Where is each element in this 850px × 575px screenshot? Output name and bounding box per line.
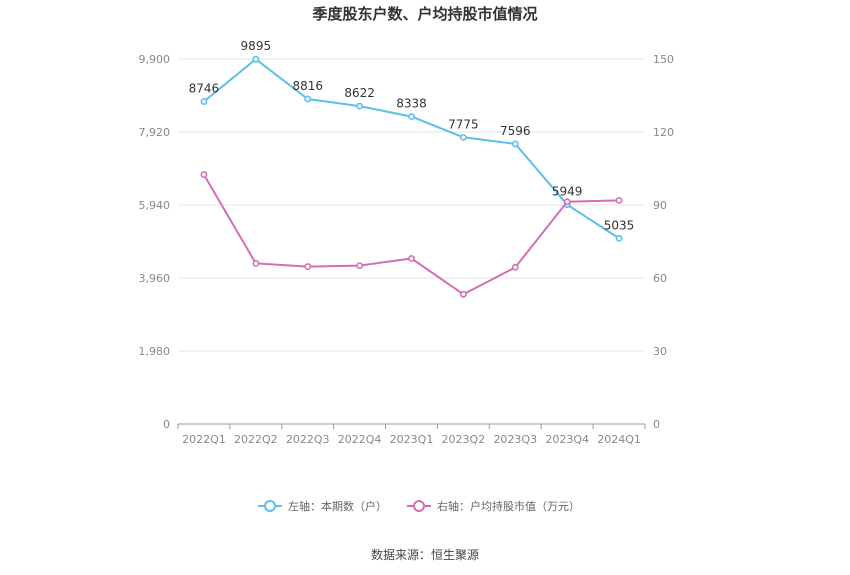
x-tick-label: 2024Q1: [597, 433, 641, 446]
y-right-tick-label: 150: [653, 53, 674, 66]
series-1-point: [459, 133, 467, 141]
axes: 0 0 1,980 30 3,960 60 5,940 90 7,920 120 9,900 150 2…: [139, 53, 675, 446]
x-tick-label: 2022Q2: [234, 433, 278, 446]
series-1-point: [252, 55, 260, 63]
data-source: 数据来源：恒生聚源: [371, 547, 479, 562]
legend-label: 左轴：本期数（户）: [288, 499, 387, 513]
data-label: 7775: [448, 117, 479, 131]
data-label: 5035: [604, 218, 635, 232]
y-right-tick-label: 90: [653, 199, 667, 212]
series-2-point: [563, 198, 571, 206]
legend: 左轴：本期数（户） 右轴：户均持股市值（万元）: [258, 499, 580, 513]
y-right-tick-label: 120: [653, 126, 674, 139]
x-tick-label: 2022Q1: [182, 433, 226, 446]
series-2-point: [459, 290, 467, 298]
data-label: 9895: [241, 39, 272, 53]
legend-swatch-marker: [413, 500, 425, 512]
series-1-point: [304, 95, 312, 103]
y-left-tick-label: 3,960: [139, 272, 171, 285]
series-2-point: [511, 263, 519, 271]
series-1-point: [200, 98, 208, 105]
data-label: 7596: [500, 124, 531, 138]
chart-title: 季度股东户数、户均持股市值情况: [312, 5, 537, 23]
legend-swatch-marker: [264, 500, 276, 512]
y-right-tick-label: 0: [653, 418, 660, 431]
y-left-tick-label: 5,940: [139, 199, 171, 212]
y-left-tick-label: 1,980: [139, 345, 171, 358]
x-tick-label: 2023Q2: [442, 433, 486, 446]
series-1-point: [615, 234, 623, 242]
data-label: 8622: [344, 86, 375, 100]
data-label: 8338: [396, 97, 427, 111]
series-1-point: [356, 102, 364, 110]
y-right-tick-label: 30: [653, 345, 667, 358]
series-2-point: [252, 259, 260, 267]
series-layer: 8746 9895 8816 8622 8338 7775 7596 5949 5035: [189, 39, 635, 298]
legend-label: 右轴：户均持股市值（万元）: [437, 499, 580, 513]
x-tick-label: 2022Q3: [286, 433, 330, 446]
series-2-point: [408, 255, 415, 262]
x-tick-label: 2022Q4: [338, 433, 382, 446]
y-left-tick-label: 9,900: [139, 53, 171, 66]
series-1-point: [408, 113, 415, 120]
series-2-point: [356, 262, 364, 269]
data-label: 8746: [189, 82, 220, 96]
x-tick-label: 2023Q3: [493, 433, 537, 446]
series-2-point: [304, 263, 312, 270]
data-label: 8816: [292, 79, 323, 93]
y-left-tick-label: 0: [163, 418, 170, 431]
x-tick-label: 2023Q1: [390, 433, 434, 446]
x-tick-label: 2023Q4: [545, 433, 589, 446]
series-1-point: [511, 140, 519, 148]
series-2-point: [615, 196, 623, 204]
y-left-tick-label: 7,920: [139, 126, 171, 139]
series-2-point: [200, 171, 208, 178]
data-label: 5949: [552, 185, 583, 199]
y-right-tick-label: 60: [653, 272, 667, 285]
series-line-1: [203, 58, 620, 240]
